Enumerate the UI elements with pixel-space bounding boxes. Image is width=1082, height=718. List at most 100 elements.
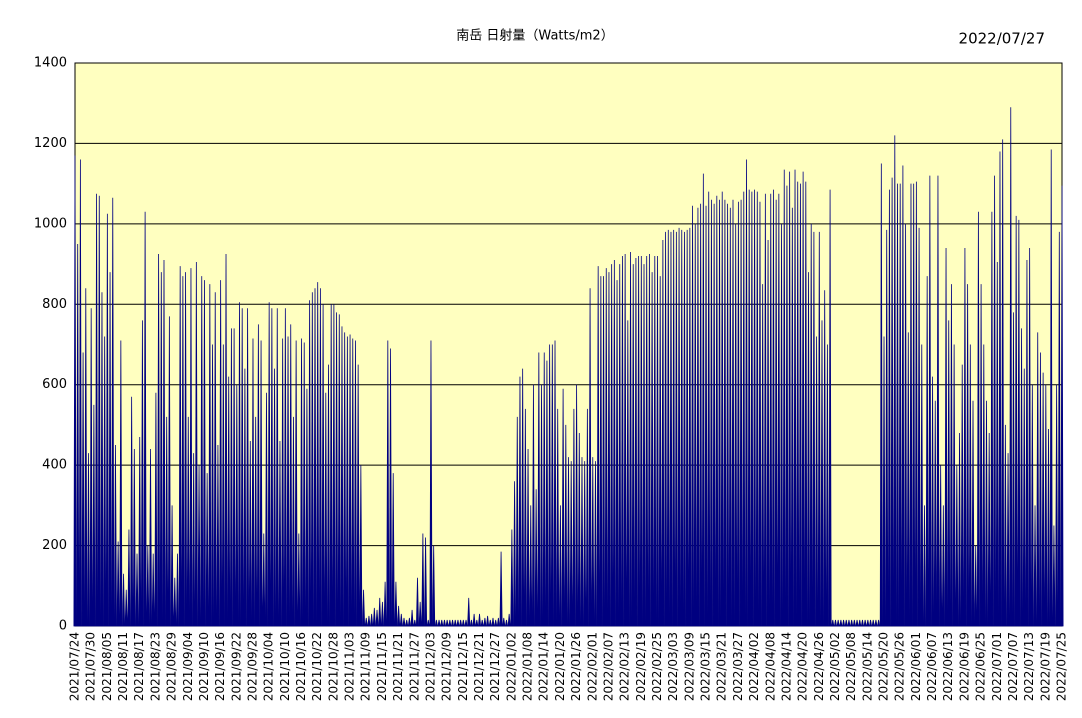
radiation-spike (836, 619, 840, 627)
x-tick-label: 2021/09/16 (213, 632, 227, 701)
radiation-spike (429, 340, 433, 627)
radiation-spike (324, 392, 328, 627)
radiation-spike (227, 376, 231, 627)
x-tick-label: 2022/04/26 (812, 632, 826, 701)
radiation-spike (960, 364, 964, 627)
radiation-spike (340, 326, 344, 627)
radiation-spike (917, 227, 921, 627)
radiation-spike (362, 589, 366, 627)
radiation-spike (76, 243, 80, 627)
radiation-spike (677, 227, 681, 627)
radiation-spike (580, 457, 584, 627)
x-tick-label: 2022/05/20 (877, 632, 891, 701)
radiation-spike (529, 505, 533, 627)
x-tick-label: 2022/03/27 (731, 632, 745, 701)
radiation-spike (186, 416, 190, 627)
x-tick-label: 2021/07/24 (68, 632, 82, 701)
radiation-spike (540, 384, 544, 627)
radiation-spike (410, 609, 414, 627)
radiation-spike (286, 336, 290, 627)
radiation-spike (421, 533, 425, 627)
radiation-spike (647, 254, 651, 627)
radiation-spike (264, 392, 268, 627)
radiation-spike (599, 276, 603, 627)
x-tick-label: 2022/02/01 (585, 632, 599, 701)
y-tick-label: 400 (42, 458, 67, 473)
radiation-spike (766, 239, 770, 627)
radiation-spike (591, 457, 595, 627)
radiation-spike (922, 505, 926, 627)
radiation-spike (744, 159, 748, 627)
x-tick-label: 2021/10/04 (262, 632, 276, 701)
radiation-spike (1049, 149, 1053, 627)
radiation-spike (364, 617, 368, 627)
radiation-spike (718, 199, 722, 627)
radiation-spike (370, 613, 374, 627)
radiation-spike (394, 581, 398, 627)
radiation-spike (103, 336, 107, 627)
radiation-spike (1022, 368, 1026, 627)
radiation-spike (383, 581, 387, 627)
radiation-spike (812, 231, 816, 627)
radiation-spike (332, 304, 336, 627)
y-tick-label: 200 (42, 538, 67, 553)
radiation-spike (931, 376, 935, 627)
x-tick-label: 2022/03/03 (666, 632, 680, 701)
radiation-spike (122, 573, 126, 627)
y-tick-label: 1400 (34, 56, 67, 71)
radiation-spike (81, 352, 85, 627)
radiation-spike (1052, 525, 1056, 627)
radiation-spike (486, 615, 490, 627)
radiation-spike (866, 619, 870, 627)
radiation-spike (1038, 352, 1042, 627)
x-tick-label: 2021/11/21 (391, 632, 405, 701)
radiation-spike (477, 613, 482, 627)
radiation-spike (1030, 384, 1034, 627)
radiation-spike (216, 445, 220, 627)
radiation-spike (658, 276, 662, 627)
radiation-spike (162, 260, 166, 627)
radiation-spike (664, 231, 668, 627)
radiation-spike (1036, 332, 1040, 627)
radiation-spike (761, 284, 765, 627)
x-tick-label: 2022/06/01 (909, 632, 923, 701)
radiation-spike (294, 340, 298, 627)
radiation-spike (707, 191, 711, 627)
radiation-spike (993, 175, 997, 627)
radiation-spike (432, 545, 436, 627)
radiation-spike (904, 223, 908, 627)
radiation-spike (213, 292, 217, 627)
radiation-spike (211, 344, 215, 627)
radiation-spike (281, 338, 285, 627)
radiation-spike (372, 607, 376, 627)
radiation-spike (556, 408, 560, 627)
radiation-spike (335, 312, 339, 627)
radiation-spike (73, 155, 77, 627)
radiation-spike (871, 619, 875, 627)
y-tick-label: 0 (59, 619, 67, 634)
radiation-spike (685, 229, 689, 627)
radiation-spike (941, 505, 945, 627)
radiation-spike (901, 165, 905, 627)
radiation-spike (219, 280, 223, 627)
radiation-spike (127, 529, 131, 627)
radiation-spike (202, 280, 206, 627)
radiation-spike (661, 239, 665, 627)
radiation-spike (920, 344, 924, 627)
radiation-spike (631, 264, 635, 627)
x-tick-label: 2022/07/25 (1055, 632, 1069, 701)
radiation-spike (807, 272, 811, 627)
radiation-spike (747, 189, 751, 627)
x-tick-label: 2022/02/19 (634, 632, 648, 701)
radiation-spike (229, 328, 233, 627)
radiation-spike (801, 171, 805, 627)
radiation-spike (542, 352, 546, 627)
radiation-spike (809, 223, 813, 627)
radiation-spike (494, 619, 498, 627)
radiation-spike (947, 320, 951, 627)
radiation-spike (289, 324, 293, 627)
radiation-spike (561, 388, 565, 627)
radiation-spike (111, 197, 115, 627)
radiation-spike (189, 268, 193, 627)
radiation-spike (688, 227, 692, 627)
